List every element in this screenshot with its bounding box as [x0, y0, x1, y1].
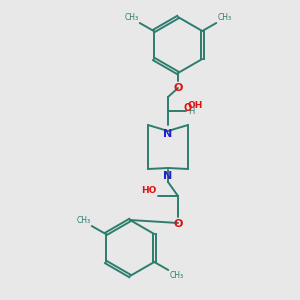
- Text: O: O: [184, 103, 192, 113]
- Text: CH₃: CH₃: [76, 216, 91, 225]
- Text: N: N: [164, 171, 172, 181]
- Text: CH₃: CH₃: [169, 271, 183, 280]
- Text: CH₃: CH₃: [124, 13, 139, 22]
- Text: N: N: [164, 129, 172, 139]
- Text: H: H: [188, 106, 194, 116]
- Text: OH: OH: [187, 101, 203, 110]
- Text: O: O: [173, 219, 183, 229]
- Text: O: O: [173, 83, 183, 93]
- Text: HO: HO: [142, 186, 157, 195]
- Text: CH₃: CH₃: [217, 13, 231, 22]
